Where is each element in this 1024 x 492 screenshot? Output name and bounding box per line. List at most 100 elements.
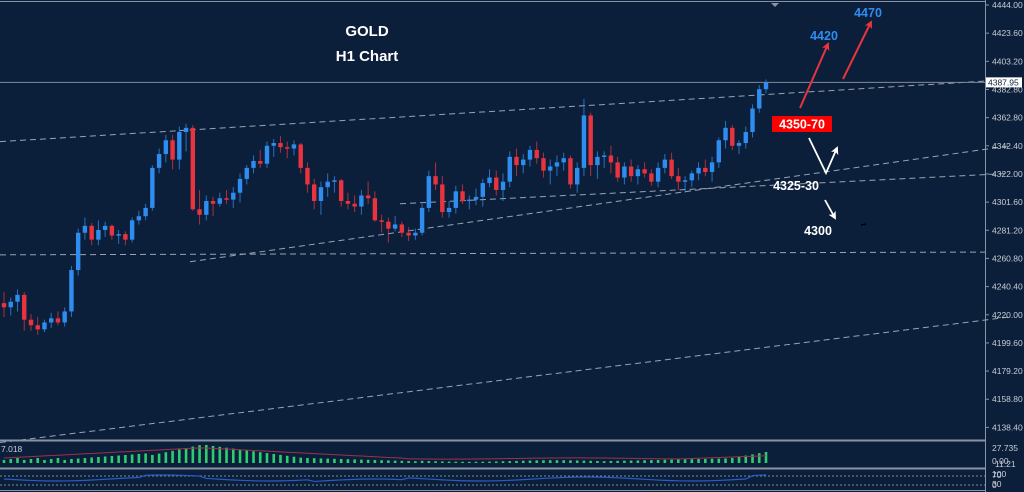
oscillator-line bbox=[3, 474, 767, 483]
indicator2-axis-top: 100 bbox=[992, 469, 1006, 479]
bull-candle bbox=[318, 187, 324, 202]
axis-tick-label: 4423.60 bbox=[992, 28, 1023, 38]
histogram-bar bbox=[360, 459, 363, 463]
axis-tick-label: 4322.00 bbox=[992, 169, 1023, 179]
bull-candle bbox=[392, 224, 398, 229]
scroll-marker-icon[interactable] bbox=[771, 3, 779, 7]
bull-candle bbox=[521, 159, 526, 166]
histogram-indicator-pane bbox=[2, 445, 768, 463]
histogram-bar bbox=[427, 461, 431, 463]
histogram-bar bbox=[144, 453, 147, 463]
axis-tick-label: 4444.00 bbox=[992, 0, 1023, 10]
axis-tick-label: 4220.00 bbox=[992, 310, 1023, 320]
bear-candle bbox=[123, 234, 128, 240]
axis-tick-label: 4281.20 bbox=[992, 225, 1023, 235]
chart-subtitle: H1 Chart bbox=[336, 48, 399, 65]
upper-channel-line[interactable] bbox=[0, 79, 1011, 143]
histogram-bar bbox=[414, 461, 417, 463]
bull-candle bbox=[332, 180, 337, 182]
bear-candle bbox=[365, 195, 371, 199]
histogram-bar bbox=[184, 448, 188, 463]
histogram-bar bbox=[43, 460, 46, 463]
bear-candle bbox=[386, 221, 391, 229]
bear-candle bbox=[568, 158, 573, 185]
bull-candle bbox=[129, 220, 135, 240]
bear-candle bbox=[89, 225, 94, 240]
histogram-bar bbox=[548, 460, 552, 463]
indicator2-axis-bottom: 30 bbox=[992, 479, 1002, 489]
histogram-bar bbox=[441, 461, 444, 463]
histogram-bar bbox=[272, 454, 276, 463]
histogram-bar bbox=[49, 459, 53, 463]
histogram-bar bbox=[596, 461, 599, 463]
horizontal-support-line[interactable] bbox=[0, 251, 986, 256]
axis-tick-label: 4342.40 bbox=[992, 141, 1023, 151]
bear-candle bbox=[608, 155, 614, 163]
bear-candle bbox=[372, 198, 378, 221]
histogram-bar bbox=[326, 458, 329, 463]
histogram-bar bbox=[238, 449, 242, 463]
bear-candle bbox=[642, 169, 647, 174]
bull-candle bbox=[62, 311, 67, 323]
bull-candle bbox=[467, 199, 472, 202]
histogram-bar bbox=[178, 449, 181, 463]
bull-candle bbox=[177, 131, 182, 160]
histogram-bar bbox=[683, 459, 687, 463]
histogram-bar bbox=[97, 457, 100, 463]
histogram-bar bbox=[670, 459, 673, 463]
histogram-bar bbox=[225, 447, 228, 463]
histogram-bar bbox=[346, 459, 350, 463]
bear-candle bbox=[224, 198, 229, 200]
histogram-bar bbox=[629, 460, 633, 463]
bear-candle bbox=[278, 143, 283, 148]
histogram-bar bbox=[90, 457, 93, 463]
bull-candle bbox=[473, 196, 479, 200]
bull-candle bbox=[426, 176, 432, 208]
mark-icon bbox=[860, 223, 867, 226]
histogram-bar bbox=[2, 460, 6, 463]
bull-candle bbox=[453, 191, 459, 208]
bull-candle bbox=[548, 166, 553, 171]
histogram-bar bbox=[764, 452, 768, 463]
bull-candle bbox=[480, 183, 485, 197]
current-price-tag bbox=[986, 77, 1022, 88]
histogram-bar bbox=[252, 451, 255, 463]
bear-candle bbox=[298, 144, 303, 168]
arrow-to-4470-icon bbox=[842, 20, 872, 80]
histogram-bar bbox=[285, 455, 289, 463]
histogram-bar bbox=[751, 454, 754, 463]
histogram-bar bbox=[717, 458, 721, 463]
histogram-bar bbox=[454, 461, 458, 463]
histogram-bar bbox=[400, 460, 404, 463]
histogram-bar bbox=[333, 458, 336, 463]
histogram-bar bbox=[569, 460, 572, 463]
mid-channel-line[interactable] bbox=[399, 172, 1011, 205]
bull-candle bbox=[595, 156, 600, 166]
histogram-bar bbox=[393, 460, 397, 463]
annotations-layer: 4470 4420 4350-70 4325-30 4300 bbox=[772, 6, 882, 238]
axis-tick-label: 4240.40 bbox=[992, 282, 1023, 292]
histogram-bar bbox=[353, 459, 356, 463]
line-oscillator-pane bbox=[0, 474, 985, 486]
support-line-line[interactable] bbox=[189, 145, 1011, 263]
axis-tick-label: 4138.40 bbox=[992, 422, 1023, 432]
lower-channel-inner-line[interactable] bbox=[0, 316, 1011, 444]
indicator1-axis-bottom: 0.00 bbox=[992, 456, 1009, 466]
bull-candle bbox=[204, 201, 209, 215]
bull-candle bbox=[136, 216, 142, 221]
histogram-bar bbox=[488, 461, 491, 463]
histogram-bar bbox=[737, 456, 741, 463]
axis-tick-label: 4362.80 bbox=[992, 113, 1023, 123]
bull-candle bbox=[82, 225, 88, 233]
histogram-bar bbox=[387, 460, 390, 463]
bear-candle bbox=[628, 166, 634, 177]
bull-candle bbox=[696, 167, 701, 174]
price-axis[interactable]: 4444.00 4423.60 4403.20 4382.80 4362.80 4342.… bbox=[985, 0, 1023, 432]
signal-line bbox=[3, 447, 767, 460]
histogram-bar bbox=[730, 458, 734, 463]
bear-candle bbox=[35, 325, 40, 330]
axis-tick-label: 4260.80 bbox=[992, 253, 1023, 263]
bear-candle bbox=[197, 209, 202, 215]
